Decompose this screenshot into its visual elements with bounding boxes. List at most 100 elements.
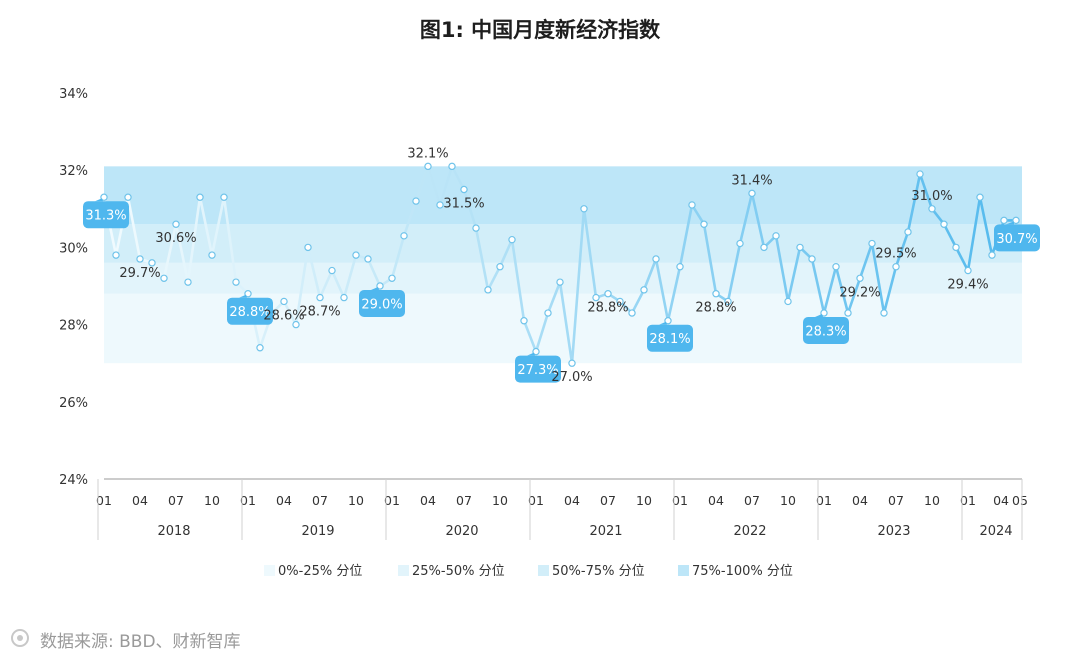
data-label: 30.6% <box>155 231 196 246</box>
data-point <box>148 259 156 267</box>
x-month-tick-label: 04 <box>564 493 580 508</box>
x-month-tick-label: 01 <box>816 493 832 508</box>
data-point <box>412 197 420 205</box>
data-label: 28.6% <box>263 308 304 323</box>
callout-label-box <box>994 224 1040 252</box>
x-month-tick-label: 07 <box>456 493 472 508</box>
x-month-tick-label: 10 <box>492 493 508 508</box>
data-point <box>604 290 612 298</box>
x-month-tick-label: 05 <box>1012 493 1028 508</box>
x-month-tick-label: 10 <box>636 493 652 508</box>
data-point <box>712 290 720 298</box>
y-tick-label: 28% <box>59 319 88 334</box>
data-point <box>952 243 960 252</box>
data-point <box>616 297 624 306</box>
x-month-tick-label: 10 <box>348 493 364 508</box>
data-point <box>256 344 264 352</box>
callout-label-text: 28.3% <box>805 325 846 340</box>
callout-label-text: 29.0% <box>361 298 402 313</box>
y-tick-label: 34% <box>59 87 88 102</box>
data-point <box>988 251 996 259</box>
callout-label-box <box>647 324 693 352</box>
legend-label: 25%-50% 分位 <box>412 564 505 579</box>
data-point <box>784 297 792 306</box>
year-label: 2022 <box>733 524 766 539</box>
data-point <box>292 320 300 329</box>
data-label: 29.7% <box>119 266 160 281</box>
data-point <box>436 201 444 209</box>
callout-label-box <box>515 355 561 383</box>
data-point <box>136 255 144 263</box>
data-point <box>100 193 108 201</box>
data-point <box>652 255 660 263</box>
data-point <box>388 274 396 282</box>
x-month-tick-label: 04 <box>132 493 148 508</box>
data-point <box>856 274 864 282</box>
data-point <box>520 317 528 325</box>
data-point <box>472 224 480 232</box>
data-label: 28.8% <box>695 301 736 316</box>
callout-label-text: 28.1% <box>649 332 690 347</box>
callout-label-text: 28.8% <box>229 305 270 320</box>
band-2 <box>104 262 1022 294</box>
callout-label-box <box>803 317 849 345</box>
data-label: 27.0% <box>551 370 592 385</box>
x-month-tick-label: 01 <box>672 493 688 508</box>
data-point <box>832 263 840 271</box>
callout-label-box <box>359 290 405 317</box>
data-point <box>232 278 240 286</box>
data-point <box>304 243 312 252</box>
data-point <box>508 235 516 244</box>
data-point <box>964 266 972 275</box>
legend-label: 0%-25% 分位 <box>278 564 362 579</box>
x-month-tick-label: 10 <box>924 493 940 508</box>
data-point <box>220 193 228 201</box>
chart-title: 图1: 中国月度新经济指数 <box>419 18 661 42</box>
data-label: 31.5% <box>443 197 484 212</box>
data-point <box>880 309 888 317</box>
data-label: 32.1% <box>407 146 448 161</box>
callout-label-text: 27.3% <box>517 363 558 378</box>
data-label: 29.2% <box>839 285 880 300</box>
data-point <box>796 243 804 252</box>
callout-pointer <box>659 321 667 325</box>
data-point <box>532 347 540 356</box>
callout-pointer <box>239 294 247 298</box>
data-point <box>748 189 756 198</box>
x-month-tick-label: 10 <box>780 493 796 508</box>
legend-label: 75%-100% 分位 <box>692 564 793 579</box>
legend-swatch <box>264 565 275 576</box>
data-point <box>760 243 768 252</box>
callout-pointer <box>371 287 379 290</box>
data-point <box>928 205 936 213</box>
year-label: 2023 <box>877 524 910 539</box>
x-month-tick-label: 01 <box>240 493 256 508</box>
data-point <box>664 317 672 325</box>
source-note: 数据来源: BBD、财新智库 <box>40 632 241 652</box>
data-point <box>904 228 912 236</box>
data-point <box>820 309 828 317</box>
data-point <box>700 220 708 228</box>
data-point <box>1012 216 1020 225</box>
data-point <box>640 286 648 294</box>
data-point <box>460 185 468 194</box>
data-point <box>496 263 504 271</box>
data-point <box>112 251 120 259</box>
x-month-tick-label: 01 <box>96 493 112 508</box>
data-label: 29.5% <box>875 247 916 262</box>
data-point <box>340 293 348 302</box>
callout-label-box <box>227 297 273 325</box>
data-point <box>280 297 288 306</box>
band-4 <box>104 166 1022 225</box>
legend: 0%-25% 分位 25%-50% 分位 50%-75% 分位 75%-100% 分位 <box>264 564 793 579</box>
x-month-tick-label: 01 <box>384 493 400 508</box>
x-axis: 01 04 07 10 01 04 07 10 01 04 07 10 01 04 07 10 01 04 07 10… <box>96 478 1028 540</box>
data-point <box>592 293 600 302</box>
data-point <box>892 263 900 271</box>
data-point <box>172 220 180 228</box>
data-point <box>184 278 192 286</box>
x-month-tick-label: 04 <box>993 493 1009 508</box>
data-point <box>724 297 732 306</box>
data-point <box>568 359 576 367</box>
